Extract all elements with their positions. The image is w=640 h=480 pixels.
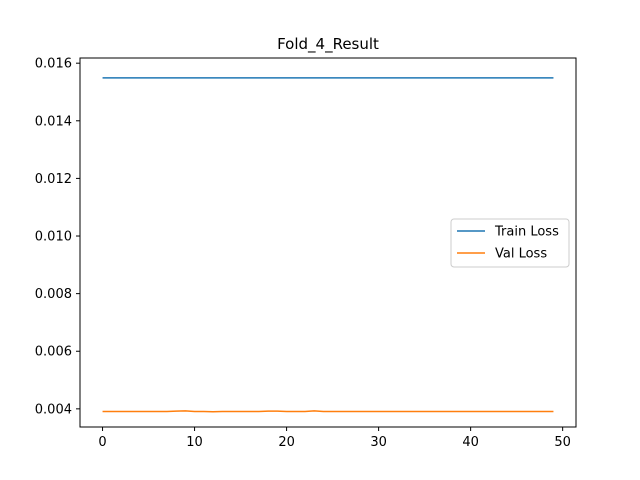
x-tick-label: 40 <box>462 435 479 450</box>
x-tick-label: 50 <box>554 435 571 450</box>
legend-label-train-loss: Train Loss <box>494 225 559 240</box>
y-axis: 0.004 0.006 0.008 0.010 0.012 0.014 0.016 <box>35 57 80 417</box>
chart-title: Fold_4_Result <box>277 35 379 54</box>
y-tick-label: 0.014 <box>35 114 72 129</box>
series-layer <box>102 77 554 413</box>
y-tick-label: 0.004 <box>35 402 72 417</box>
y-tick-label: 0.010 <box>35 230 72 245</box>
x-tick-label: 10 <box>186 435 203 450</box>
legend-label-val-loss: Val Loss <box>495 247 547 262</box>
x-tick-label: 30 <box>370 435 387 450</box>
x-tick-label: 20 <box>278 435 295 450</box>
y-tick-label: 0.016 <box>35 57 72 72</box>
y-tick-label: 0.012 <box>35 172 72 187</box>
legend: Train Loss Val Loss <box>450 218 570 268</box>
series-line-val-loss <box>102 410 554 413</box>
x-tick-label: 0 <box>98 435 106 450</box>
y-tick-label: 0.006 <box>35 345 72 360</box>
x-axis: 0 10 20 30 40 50 <box>98 427 571 450</box>
y-tick-label: 0.008 <box>35 287 72 302</box>
